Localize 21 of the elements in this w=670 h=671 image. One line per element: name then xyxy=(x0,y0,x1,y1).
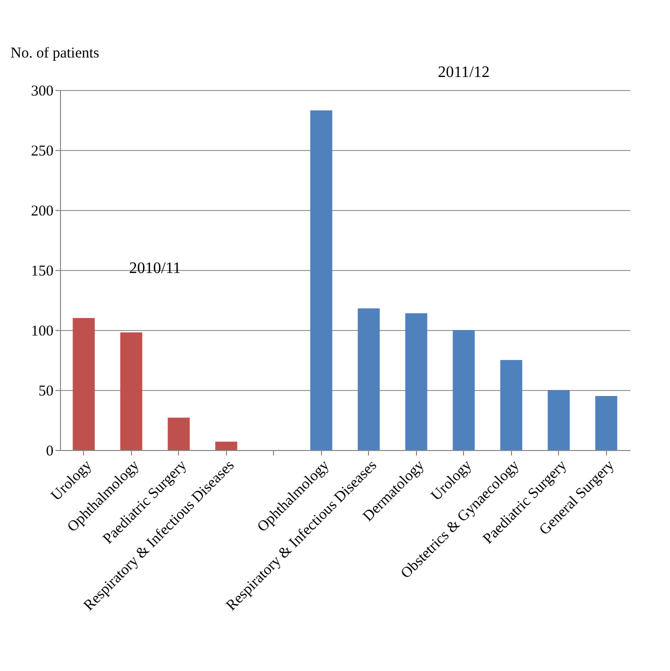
bar xyxy=(72,318,95,450)
y-tick-label: 150 xyxy=(31,264,54,280)
y-axis-title: No. of patients xyxy=(10,46,100,62)
y-tick-label: 100 xyxy=(31,324,54,340)
bar xyxy=(168,418,190,450)
y-tick-label: 300 xyxy=(31,84,54,100)
y-tick-label: 50 xyxy=(38,384,54,400)
text: 2011/12 xyxy=(438,64,490,81)
bar xyxy=(548,390,570,450)
y-tick-label: 200 xyxy=(31,204,54,220)
y-tick-label: 250 xyxy=(31,144,54,160)
bar xyxy=(405,313,428,450)
annotation: 2010/11 xyxy=(129,260,181,277)
bar xyxy=(452,330,475,450)
bar xyxy=(215,442,238,450)
bar xyxy=(595,396,618,450)
bar xyxy=(358,308,380,450)
bar xyxy=(310,110,332,450)
bar xyxy=(120,332,142,450)
bar xyxy=(500,360,522,450)
y-tick-label: 0 xyxy=(46,444,54,460)
